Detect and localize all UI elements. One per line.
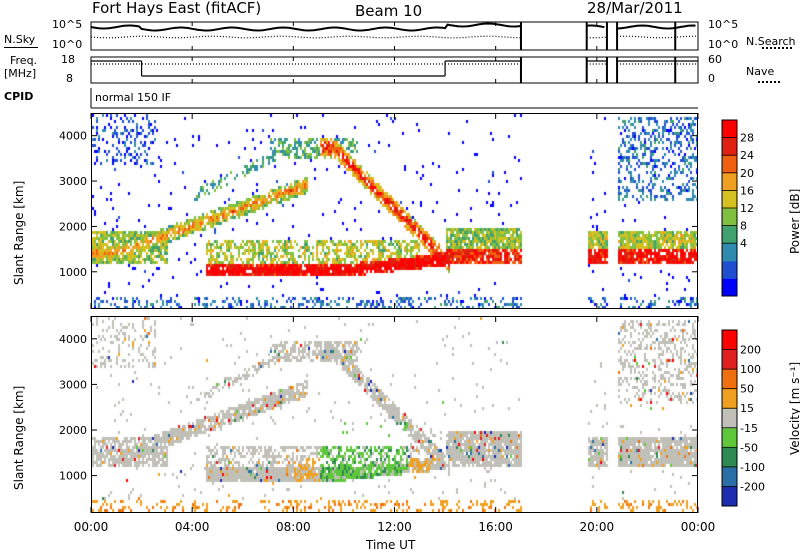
freq-unit-label: [MHz] [4, 67, 37, 80]
x-tick-label: 04:00 [175, 520, 210, 534]
velocity-colorbar-swatch [722, 388, 737, 409]
velocity-colorbar-swatch [722, 427, 737, 448]
y-tick-label: 3000 [59, 175, 87, 188]
power-colorbar-swatch [722, 172, 737, 191]
radar-title: Fort Hays East (fitACF) [92, 0, 262, 17]
power-colorbar-swatch [722, 225, 737, 244]
nave-tick-bottom: 0 [708, 72, 715, 85]
y-tick-label: 3000 [59, 378, 87, 391]
freq-tick-top: 18 [61, 53, 75, 66]
velocity-colorbar-frame [721, 329, 738, 507]
nave-tick-top: 60 [708, 53, 722, 66]
velocity-colorbar-swatch [722, 486, 737, 507]
x-axis-title: Time UT [366, 538, 416, 552]
power-colorbar-tick-label: 8 [740, 220, 747, 233]
velocity-colorbar-tick-label: 15 [740, 402, 754, 415]
power-colorbar-tick-label: 24 [740, 149, 754, 162]
velocity-colorbar-tick-label: -50 [740, 441, 758, 454]
power-colorbar-swatch [722, 243, 737, 262]
x-tick-label: 16:00 [478, 520, 513, 534]
power-colorbar-swatch [722, 278, 737, 297]
power-colorbar-label: Power [dB] [788, 188, 800, 254]
power-colorbar-tick-label: 20 [740, 167, 754, 180]
nave-legend-line [758, 81, 780, 83]
nsky-legend-line [4, 47, 38, 48]
velocity-heatmap [92, 317, 697, 512]
nsky-tick-bottom: 10^0 [52, 38, 83, 51]
cpid-text: normal 150 IF [95, 91, 172, 104]
velocity-colorbar-tick-label: -15 [740, 422, 758, 435]
nsearch-legend-line [762, 47, 792, 49]
y-tick-label: 4000 [59, 130, 87, 143]
nsearch-tick-top: 10^5 [708, 18, 739, 31]
velocity-colorbar-tick-label: 200 [740, 344, 761, 357]
velocity-colorbar-tick-label: -100 [740, 461, 765, 474]
x-tick-label: 20:00 [580, 520, 615, 534]
velocity-colorbar-swatch [722, 330, 737, 351]
power-colorbar-tick-label: 28 [740, 132, 754, 145]
power-colorbar-swatch [722, 155, 737, 174]
date-label: 28/Mar/2011 [587, 0, 683, 17]
nsearch-tick-bottom: 10^0 [708, 38, 739, 51]
power-colorbar-swatch [722, 120, 737, 139]
x-tick-label: 08:00 [276, 520, 311, 534]
top-panel-traces [90, 22, 698, 83]
velocity-colorbar-tick-label: -200 [740, 480, 765, 493]
velocity-colorbar-swatch [722, 349, 737, 370]
y-tick-label: 2000 [59, 424, 87, 437]
cpid-label: CPID [4, 90, 34, 103]
freq-label: Freq. [10, 54, 38, 67]
power-colorbar-swatch [722, 137, 737, 156]
power-colorbar-tick-label: 16 [740, 184, 754, 197]
y-tick-label: 1000 [59, 266, 87, 279]
power-colorbar-swatch [722, 208, 737, 227]
velocity-colorbar-swatch [722, 369, 737, 390]
y-tick-label: 2000 [59, 220, 87, 233]
nsky-label: N.Sky [4, 33, 36, 46]
nave-label: Nave [746, 65, 775, 78]
x-tick-label: 12:00 [377, 520, 412, 534]
nsky-trace [90, 22, 696, 32]
velocity-colorbar-tick-label: 50 [740, 383, 754, 396]
x-tick-label: 00:00 [681, 520, 716, 534]
power-colorbar-tick-label: 4 [740, 237, 747, 250]
velocity-colorbar-swatch [722, 447, 737, 468]
power-colorbar-swatch [722, 190, 737, 209]
power-heatmap [92, 114, 697, 308]
nsky-tick-top: 10^5 [52, 18, 83, 31]
y-tick-label: 4000 [59, 333, 87, 346]
velocity-colorbar-swatch [722, 466, 737, 487]
nsearch-trace [90, 35, 698, 39]
velocity-colorbar-swatch [722, 408, 737, 429]
power-colorbar-swatch [722, 260, 737, 279]
beam-label: Beam 10 [355, 2, 423, 20]
y-tick-label: 1000 [59, 470, 87, 483]
nsearch-label: N.Search [746, 35, 796, 48]
power-colorbar-tick-label: 12 [740, 202, 754, 215]
velocity-colorbar-tick-label: 100 [740, 363, 761, 376]
velocity-colorbar-label: Velocity [m s⁻¹] [788, 361, 800, 455]
x-tick-label: 00:00 [74, 520, 109, 534]
freq-tick-bottom: 8 [66, 72, 73, 85]
